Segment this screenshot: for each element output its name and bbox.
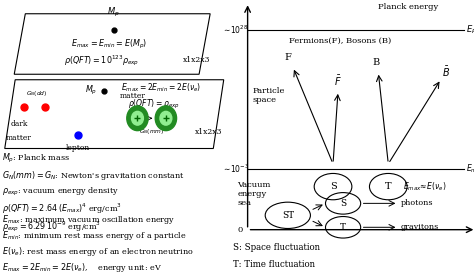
Text: $\rho_{exp} = 6.29\,10^{-9}$ erg/cm$^3$: $\rho_{exp} = 6.29\,10^{-9}$ erg/cm$^3$ <box>2 219 101 233</box>
Text: Fermions(F), Bosons (B): Fermions(F), Bosons (B) <box>290 37 392 45</box>
Text: $E_{max}$: maximum vacuum oscillation energy: $E_{max}$: maximum vacuum oscillation en… <box>2 213 176 227</box>
Text: T: T <box>340 223 346 232</box>
Text: $G_N(mm) = G_N$: Newton's gravitation constant: $G_N(mm) = G_N$: Newton's gravitation co… <box>2 169 185 182</box>
Text: 0: 0 <box>237 226 243 234</box>
Circle shape <box>131 111 143 125</box>
Text: $\bar{B}$: $\bar{B}$ <box>442 65 450 79</box>
Text: x1x2x3: x1x2x3 <box>183 56 210 65</box>
Text: Vacuum
energy
sea: Vacuum energy sea <box>237 181 271 207</box>
Text: $E(\nu_e)$: rest mass energy of an electron neutrino: $E(\nu_e)$: rest mass energy of an elect… <box>2 245 194 258</box>
Text: x1x2x3: x1x2x3 <box>195 128 222 136</box>
Text: $\bar{F}$: $\bar{F}$ <box>334 74 342 88</box>
Circle shape <box>160 111 172 125</box>
Circle shape <box>127 106 148 131</box>
Text: lepton: lepton <box>66 144 91 153</box>
Text: $\sim\!10^{28}$: $\sim\!10^{28}$ <box>222 24 249 36</box>
Text: S: S <box>329 182 337 191</box>
Text: $\rho(QFT) = 2.64\,(E_{max})^4$ erg/cm$^3$: $\rho(QFT) = 2.64\,(E_{max})^4$ erg/cm$^… <box>2 202 122 216</box>
Text: $M_p$: $M_p$ <box>108 6 120 19</box>
Text: ST: ST <box>282 211 294 220</box>
Text: matter: matter <box>120 92 146 100</box>
Text: F: F <box>284 53 291 62</box>
Text: $E_{max}\!\approx\!E(\nu_e)$: $E_{max}\!\approx\!E(\nu_e)$ <box>403 180 447 193</box>
Text: $E_{max} = E_{min} = E(M_p)$: $E_{max} = E_{min} = E(M_p)$ <box>71 37 147 51</box>
Text: $E_{min}$: minimum rest mass energy of a particle: $E_{min}$: minimum rest mass energy of a… <box>2 229 187 242</box>
Text: $E_{max} = 2E_{min} = 2E(\nu_e)$: $E_{max} = 2E_{min} = 2E(\nu_e)$ <box>121 82 201 94</box>
Text: $E_P$: $E_P$ <box>466 24 474 36</box>
Text: $E_{max}$: $E_{max}$ <box>466 163 474 175</box>
Text: gravitons: gravitons <box>401 223 439 231</box>
Text: Planck energy: Planck energy <box>378 3 438 11</box>
Text: S: S <box>340 199 346 208</box>
Text: T: T <box>385 182 392 191</box>
Text: $G_N(dd)$: $G_N(dd)$ <box>26 89 47 98</box>
Text: $E_{max} = 2E_{min} = 2E(\nu_e)$,    energy unit: eV: $E_{max} = 2E_{min} = 2E(\nu_e)$, energy… <box>2 260 162 274</box>
Text: T: Time fluctuation: T: Time fluctuation <box>233 260 315 269</box>
Text: $\rho(QFT) = \rho_{exp}$: $\rho(QFT) = \rho_{exp}$ <box>128 98 180 111</box>
Text: S: Space fluctuation: S: Space fluctuation <box>233 243 319 252</box>
Text: $\sim\!10^{-3}$: $\sim\!10^{-3}$ <box>222 163 250 175</box>
Text: photons: photons <box>401 199 433 207</box>
Text: $G_N(mm)$: $G_N(mm)$ <box>139 128 164 136</box>
Text: Particle
space: Particle space <box>253 87 285 104</box>
Text: matter: matter <box>6 133 32 142</box>
Text: $M_p$: $M_p$ <box>85 84 97 97</box>
Text: dark: dark <box>10 120 27 128</box>
Circle shape <box>155 106 176 131</box>
Text: $M_p$: Planck mass: $M_p$: Planck mass <box>2 152 70 165</box>
Text: $\rho_{exp}$: vacuum energy density: $\rho_{exp}$: vacuum energy density <box>2 186 119 198</box>
Text: B: B <box>372 58 379 67</box>
Text: $\rho(QFT) = 10^{123}\rho_{exp}$: $\rho(QFT) = 10^{123}\rho_{exp}$ <box>64 53 139 68</box>
